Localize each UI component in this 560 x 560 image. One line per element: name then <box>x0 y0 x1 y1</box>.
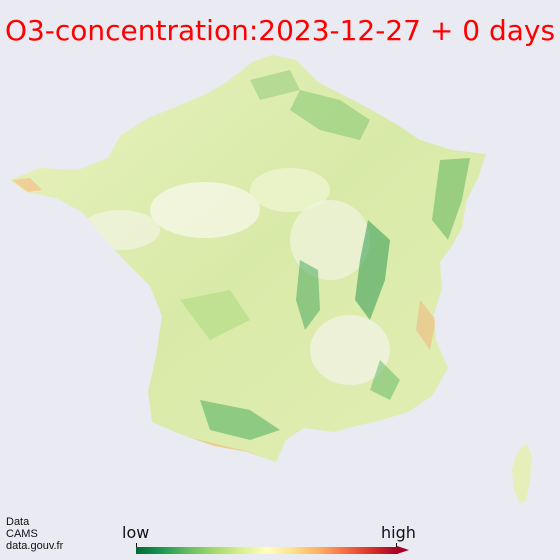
colorbar-tick-high <box>396 543 397 548</box>
credit-line-2: CAMS <box>6 528 38 540</box>
colorbar-high-label: high <box>381 523 416 542</box>
colorbar-extend-arrow-icon <box>397 546 409 554</box>
data-source-credit: Data CAMS data.gouv.fr <box>6 516 63 552</box>
corsica <box>512 444 532 504</box>
colorbar <box>136 547 398 554</box>
credit-line-1: Data <box>6 516 30 528</box>
credit-line-3: data.gouv.fr <box>6 540 64 552</box>
map-title: O3-concentration:2023-12-27 + 0 days <box>4 14 556 47</box>
colorbar-low-label: low <box>122 523 150 542</box>
colorbar-tick-low <box>136 543 137 548</box>
